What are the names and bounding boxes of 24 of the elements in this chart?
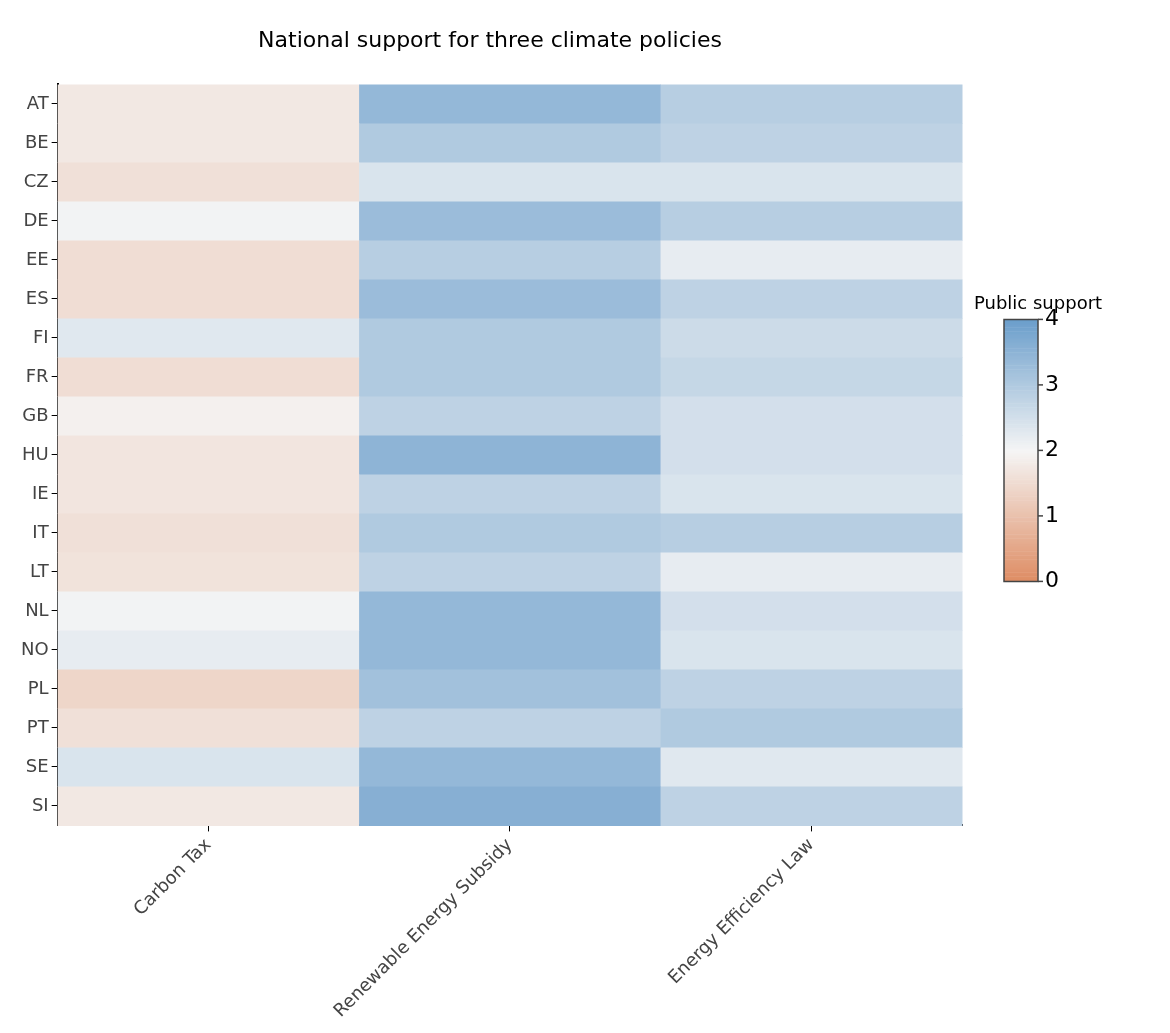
y-tick-label: IE [31, 481, 49, 503]
y-tick-label: LT [30, 559, 50, 581]
y-tick-label: DE [23, 208, 49, 230]
y-tick-label: HU [21, 442, 49, 464]
y-tick-label: SE [25, 754, 49, 776]
y-tick-label: NO [20, 637, 49, 659]
color-bar-label: 2 [1045, 436, 1059, 462]
y-tick-label: EE [25, 247, 49, 269]
y-tick-label: NL [25, 598, 49, 620]
y-tick-label: GB [22, 403, 49, 425]
chart-title: National support for three climate policies [258, 26, 722, 52]
y-tick-label: FR [25, 364, 49, 386]
color-bar-label: 0 [1045, 567, 1059, 593]
color-bar-label: 3 [1045, 370, 1059, 396]
y-tick-label: AT [26, 91, 50, 113]
y-tick-label: ES [25, 286, 49, 308]
y-tick-label: BE [24, 130, 49, 152]
y-tick-label: PL [27, 676, 49, 698]
color-bar-label: 1 [1045, 501, 1059, 527]
y-tick-label: PT [26, 715, 50, 737]
y-tick-label: CZ [23, 169, 49, 191]
y-tick-label: SI [31, 793, 49, 815]
y-tick-label: IT [32, 520, 50, 542]
y-tick-label: FI [32, 325, 49, 347]
